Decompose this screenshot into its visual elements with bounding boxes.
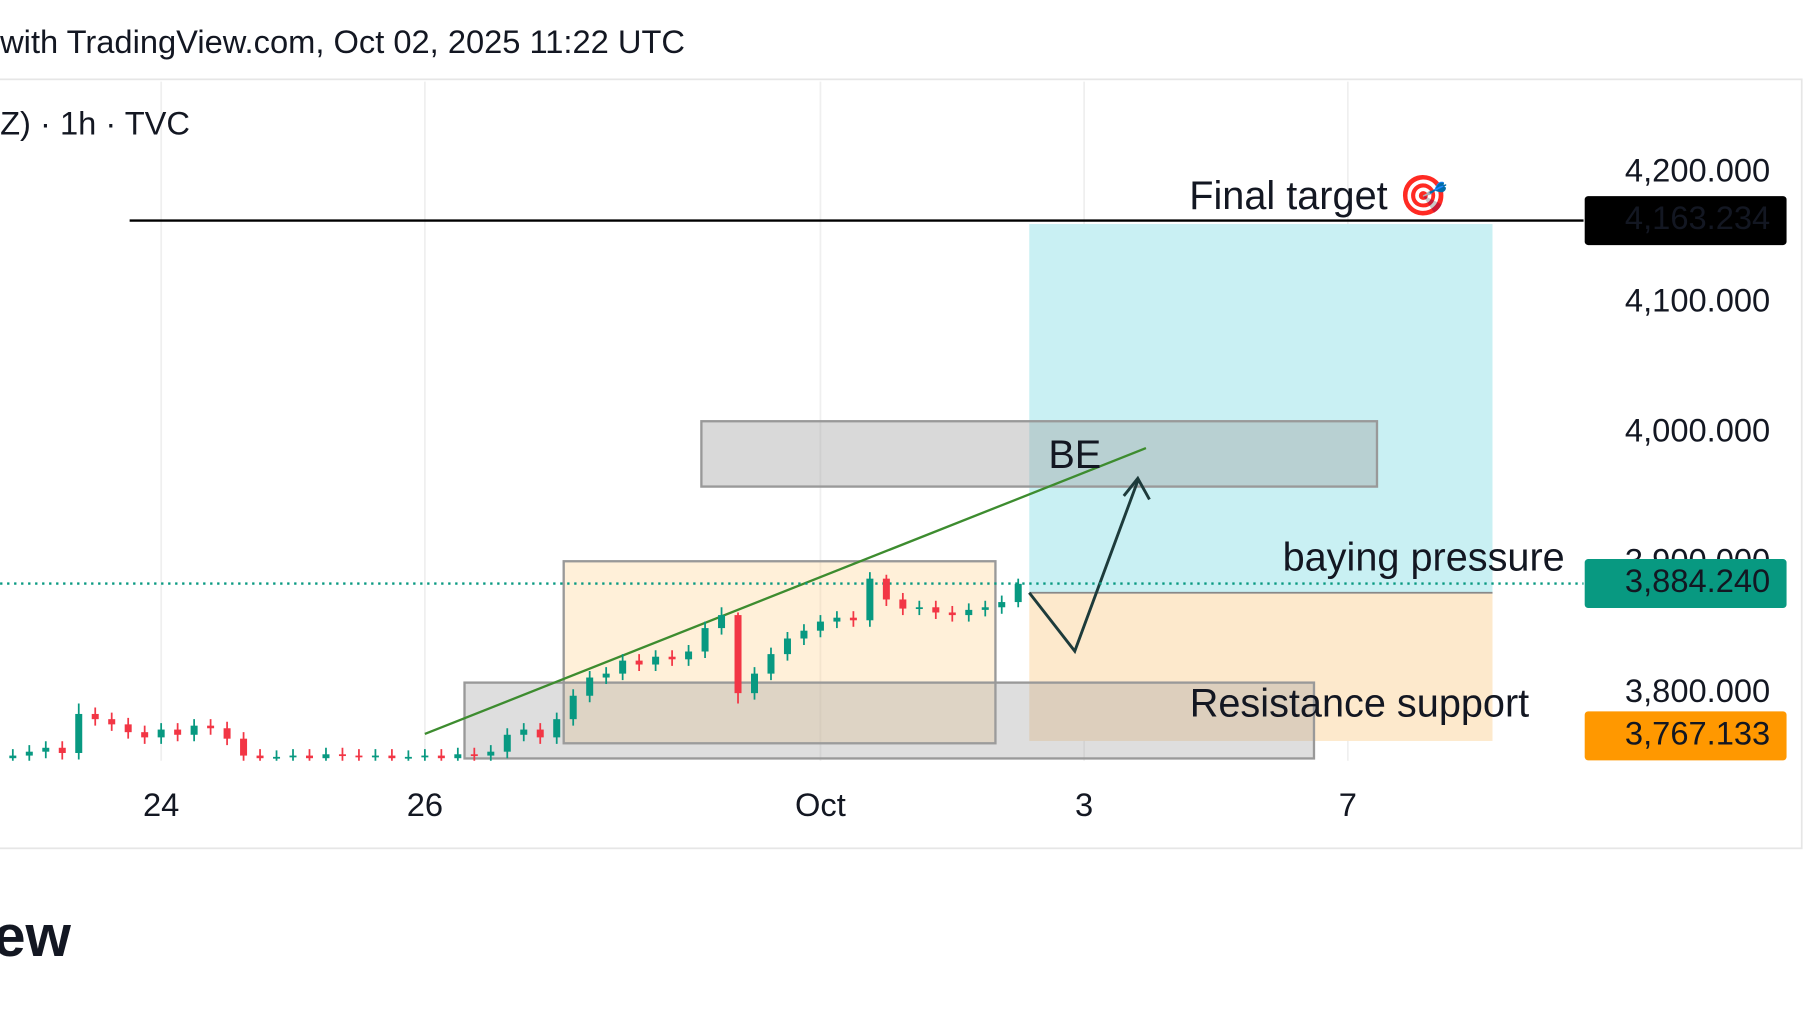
projection-path xyxy=(1028,480,1140,655)
candle-body xyxy=(718,615,726,629)
candle-body xyxy=(1014,583,1022,603)
candle-body xyxy=(437,755,445,759)
logo: ew xyxy=(0,904,72,969)
candle-body xyxy=(619,660,627,674)
candle-body xyxy=(58,747,66,753)
y-tick-label: 4,200.000 xyxy=(1625,151,1770,188)
candle-body xyxy=(932,607,940,613)
x-tick-label: 3 xyxy=(1075,786,1093,823)
candle-body xyxy=(569,695,577,720)
x-tick-label: Oct xyxy=(795,786,846,823)
candle-body xyxy=(767,654,775,674)
candle-body xyxy=(371,755,379,758)
range-box xyxy=(562,560,997,745)
price-label: 3,767.133 xyxy=(1625,715,1770,752)
target-zone xyxy=(1029,224,1493,593)
candle-body xyxy=(404,756,412,759)
support-zone xyxy=(463,681,1316,760)
candle-body xyxy=(553,719,561,738)
price-label: 3,884.240 xyxy=(1625,562,1770,599)
candle-body xyxy=(256,755,264,759)
candle-body xyxy=(981,607,989,610)
candle-body xyxy=(602,673,610,678)
x-tick-label: 24 xyxy=(143,786,179,823)
candle-body xyxy=(668,656,676,660)
trend-line xyxy=(424,446,1147,736)
candle-body xyxy=(882,578,890,600)
candle-body xyxy=(470,754,478,757)
candle-body xyxy=(866,578,874,621)
price-lines xyxy=(0,219,1584,585)
stop-zone xyxy=(1029,592,1493,741)
candle-body xyxy=(816,621,824,631)
candle-body xyxy=(223,728,231,739)
be-zone xyxy=(700,420,1379,488)
candle-body xyxy=(701,628,709,652)
annotation: baying pressure xyxy=(1283,536,1565,580)
candle-body xyxy=(388,755,396,759)
candle-body xyxy=(174,729,182,735)
candle-body xyxy=(652,656,660,665)
candle-body xyxy=(833,617,841,622)
candle-body xyxy=(586,677,594,696)
y-tick-label: 4,000.000 xyxy=(1625,412,1770,449)
price-label: 4,163.234 xyxy=(1625,199,1770,236)
candle-body xyxy=(421,755,429,758)
x-tick-label: 26 xyxy=(407,786,443,823)
drawings xyxy=(424,224,1493,760)
candle-body xyxy=(75,713,83,753)
candle-body xyxy=(42,747,50,752)
price-label-box xyxy=(1584,559,1787,609)
candle-body xyxy=(289,755,297,758)
symbol-info: Z) · 1h · TVC xyxy=(0,105,190,142)
candles xyxy=(9,572,1022,761)
candle-body xyxy=(948,612,956,616)
candle-body xyxy=(965,609,973,616)
candle-body xyxy=(108,719,116,725)
candle-body xyxy=(800,630,808,639)
candle-body xyxy=(734,615,742,694)
y-tick-label: 4,100.000 xyxy=(1625,281,1770,318)
candle-body xyxy=(9,755,17,759)
candle-body xyxy=(849,617,857,621)
candle-body xyxy=(305,755,313,759)
candle-body xyxy=(25,751,33,756)
projection-arrowhead xyxy=(1122,475,1151,501)
annotation: BE xyxy=(1048,433,1101,477)
candle-body xyxy=(503,734,511,752)
candle-body xyxy=(998,602,1006,608)
candle-body xyxy=(899,599,907,609)
annotation: Resistance support xyxy=(1190,681,1529,725)
candle-body xyxy=(751,673,759,694)
price-label-box xyxy=(1584,196,1787,246)
chart-title: with TradingView.com, Oct 02, 2025 11:22… xyxy=(0,23,685,60)
candle-body xyxy=(685,651,693,660)
candle-body xyxy=(536,729,544,738)
candle-body xyxy=(240,738,248,756)
candle-body xyxy=(322,754,330,759)
candle-body xyxy=(454,754,462,759)
candle-body xyxy=(207,725,215,729)
candle-body xyxy=(157,729,165,738)
candle-body xyxy=(635,660,643,665)
labels: 3,800.0003,900.0004,000.0004,100.0004,20… xyxy=(143,151,1787,823)
candle-body xyxy=(915,607,923,610)
candle-body xyxy=(487,751,495,756)
candle-body xyxy=(190,725,198,735)
candle-body xyxy=(141,732,149,738)
x-tick-label: 7 xyxy=(1339,786,1357,823)
annotation: Final target 🎯 xyxy=(1189,174,1448,218)
candle-body xyxy=(338,754,346,757)
candle-body xyxy=(520,729,528,735)
chart-frame xyxy=(0,78,1803,850)
y-tick-label: 3,800.000 xyxy=(1625,672,1770,709)
candle-body xyxy=(91,713,99,720)
candle-body xyxy=(355,755,363,758)
candle-body xyxy=(124,724,132,733)
candle-body xyxy=(783,638,791,655)
price-label-box xyxy=(1584,711,1787,761)
candle-body xyxy=(273,756,281,759)
